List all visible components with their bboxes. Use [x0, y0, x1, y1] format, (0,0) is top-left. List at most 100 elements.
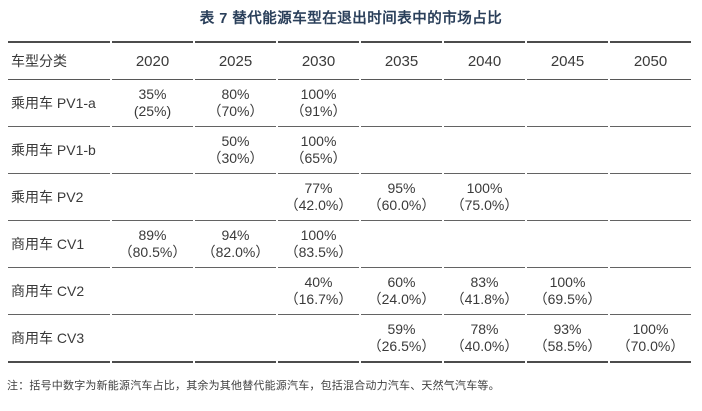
table-row: 商用车 CV1 89% （80.5%） 94% （82.0%） 100% （83.5%）	[8, 221, 691, 268]
row-label: 乘用车 PV2	[8, 174, 110, 221]
nev-share-value: （41.8%）	[450, 291, 519, 307]
share-cell	[195, 174, 276, 221]
total-share-value: 77%	[304, 180, 333, 196]
table-row: 乘用车 PV1-b 50% （30%） 100% （65%）	[8, 127, 691, 174]
share-cell	[361, 80, 442, 127]
share-cell: 40% （16.7%）	[278, 268, 359, 315]
table-body: 乘用车 PV1-a 35% (25%) 80% （70%） 100% （91%） 乘用车 PV…	[8, 80, 691, 363]
share-cell	[112, 127, 193, 174]
total-share-value: 83%	[470, 274, 499, 290]
table-row: 商用车 CV2 40% （16.7%） 60% （24.0%） 83% （41.8%） 100…	[8, 268, 691, 315]
total-share-value: 100%	[300, 86, 337, 102]
table-footnote: 注：括号中数字为新能源汽车占比，其余为其他替代能源汽车，包括混合动力汽车、天然气…	[7, 380, 500, 392]
share-cell: 83% （41.8%）	[444, 268, 525, 315]
nev-share-value: （65%）	[290, 150, 347, 166]
share-cell	[527, 221, 608, 268]
column-header-year: 2040	[444, 41, 525, 80]
column-header-year: 2025	[195, 41, 276, 80]
share-cell	[610, 221, 691, 268]
share-cell	[527, 174, 608, 221]
nev-share-value: （26.5%）	[367, 338, 436, 354]
column-header-year: 2030	[278, 41, 359, 80]
row-label: 乘用车 PV1-a	[8, 80, 110, 127]
column-header-year: 2020	[112, 41, 193, 80]
share-cell: 100% （69.5%）	[527, 268, 608, 315]
nev-share-value: （42.0%）	[284, 197, 353, 213]
nev-share-value: （70%）	[207, 103, 264, 119]
nev-share-value: （82.0%）	[201, 244, 270, 260]
share-cell: 95% （60.0%）	[361, 174, 442, 221]
column-header-year: 2045	[527, 41, 608, 80]
share-cell	[195, 268, 276, 315]
total-share-value: 100%	[300, 227, 337, 243]
total-share-value: 60%	[387, 274, 416, 290]
share-cell: 94% （82.0%）	[195, 221, 276, 268]
column-header-category: 车型分类	[8, 41, 110, 80]
table-caption: 表 7 替代能源车型在退出时间表中的市场占比	[199, 11, 503, 27]
share-cell: 93% （58.5%）	[527, 315, 608, 363]
total-share-value: 100%	[549, 274, 586, 290]
share-cell: 100% （75.0%）	[444, 174, 525, 221]
nev-share-value: （58.5%）	[533, 338, 602, 354]
table-row: 商用车 CV3 59% （26.5%） 78% （40.0%） 93% （58.5%） 100…	[8, 315, 691, 363]
row-label: 商用车 CV1	[8, 221, 110, 268]
total-share-value: 93%	[553, 321, 582, 337]
share-cell: 77% （42.0%）	[278, 174, 359, 221]
total-share-value: 94%	[221, 227, 250, 243]
row-label: 乘用车 PV1-b	[8, 127, 110, 174]
total-share-value: 50%	[221, 133, 250, 149]
share-cell	[527, 127, 608, 174]
column-header-year: 2035	[361, 41, 442, 80]
nev-share-value: （75.0%）	[450, 197, 519, 213]
share-cell: 100% （91%）	[278, 80, 359, 127]
table-row: 乘用车 PV1-a 35% (25%) 80% （70%） 100% （91%）	[8, 80, 691, 127]
total-share-value: 100%	[632, 321, 669, 337]
share-cell	[112, 174, 193, 221]
nev-share-value: （70.0%）	[616, 338, 685, 354]
table-row: 乘用车 PV2 77% （42.0%） 95% （60.0%） 100% （75.0%）	[8, 174, 691, 221]
share-cell: 35% (25%)	[112, 80, 193, 127]
nev-share-value: （24.0%）	[367, 291, 436, 307]
row-label: 商用车 CV3	[8, 315, 110, 363]
share-cell	[444, 221, 525, 268]
total-share-value: 100%	[300, 133, 337, 149]
share-cell	[112, 315, 193, 363]
total-share-value: 89%	[138, 227, 167, 243]
share-cell	[444, 80, 525, 127]
nev-share-value: (25%)	[133, 103, 172, 119]
share-cell	[278, 315, 359, 363]
total-share-value: 95%	[387, 180, 416, 196]
share-cell	[610, 127, 691, 174]
nev-share-value: （91%）	[290, 103, 347, 119]
share-cell	[610, 80, 691, 127]
page: 表 7 替代能源车型在退出时间表中的市场占比 车型分类 2020 2025 2030 2…	[0, 7, 702, 393]
share-cell	[361, 127, 442, 174]
nev-share-value: （80.5%）	[118, 244, 187, 260]
share-cell	[610, 268, 691, 315]
total-share-value: 40%	[304, 274, 333, 290]
total-share-value: 78%	[470, 321, 499, 337]
share-cell: 59% （26.5%）	[361, 315, 442, 363]
nev-share-value: （30%）	[207, 150, 264, 166]
share-cell: 100% （65%）	[278, 127, 359, 174]
share-cell: 100% （70.0%）	[610, 315, 691, 363]
share-cell	[444, 127, 525, 174]
share-cell: 100% （83.5%）	[278, 221, 359, 268]
nev-share-value: （69.5%）	[533, 291, 602, 307]
share-cell	[610, 174, 691, 221]
total-share-value: 80%	[221, 86, 250, 102]
nev-share-value: （60.0%）	[367, 197, 436, 213]
nev-share-value: （16.7%）	[284, 291, 353, 307]
total-share-value: 100%	[466, 180, 503, 196]
share-cell: 50% （30%）	[195, 127, 276, 174]
column-header-year: 2050	[610, 41, 691, 80]
share-cell	[361, 221, 442, 268]
nev-share-value: （40.0%）	[450, 338, 519, 354]
total-share-value: 35%	[138, 86, 167, 102]
share-cell	[527, 80, 608, 127]
header-row: 车型分类 2020 2025 2030 2035 2040 2045 2050	[8, 41, 691, 80]
share-cell	[195, 315, 276, 363]
share-cell: 78% （40.0%）	[444, 315, 525, 363]
share-cell: 80% （70%）	[195, 80, 276, 127]
market-share-table: 车型分类 2020 2025 2030 2035 2040 2045 2050 乘用车 PV1…	[6, 41, 693, 363]
